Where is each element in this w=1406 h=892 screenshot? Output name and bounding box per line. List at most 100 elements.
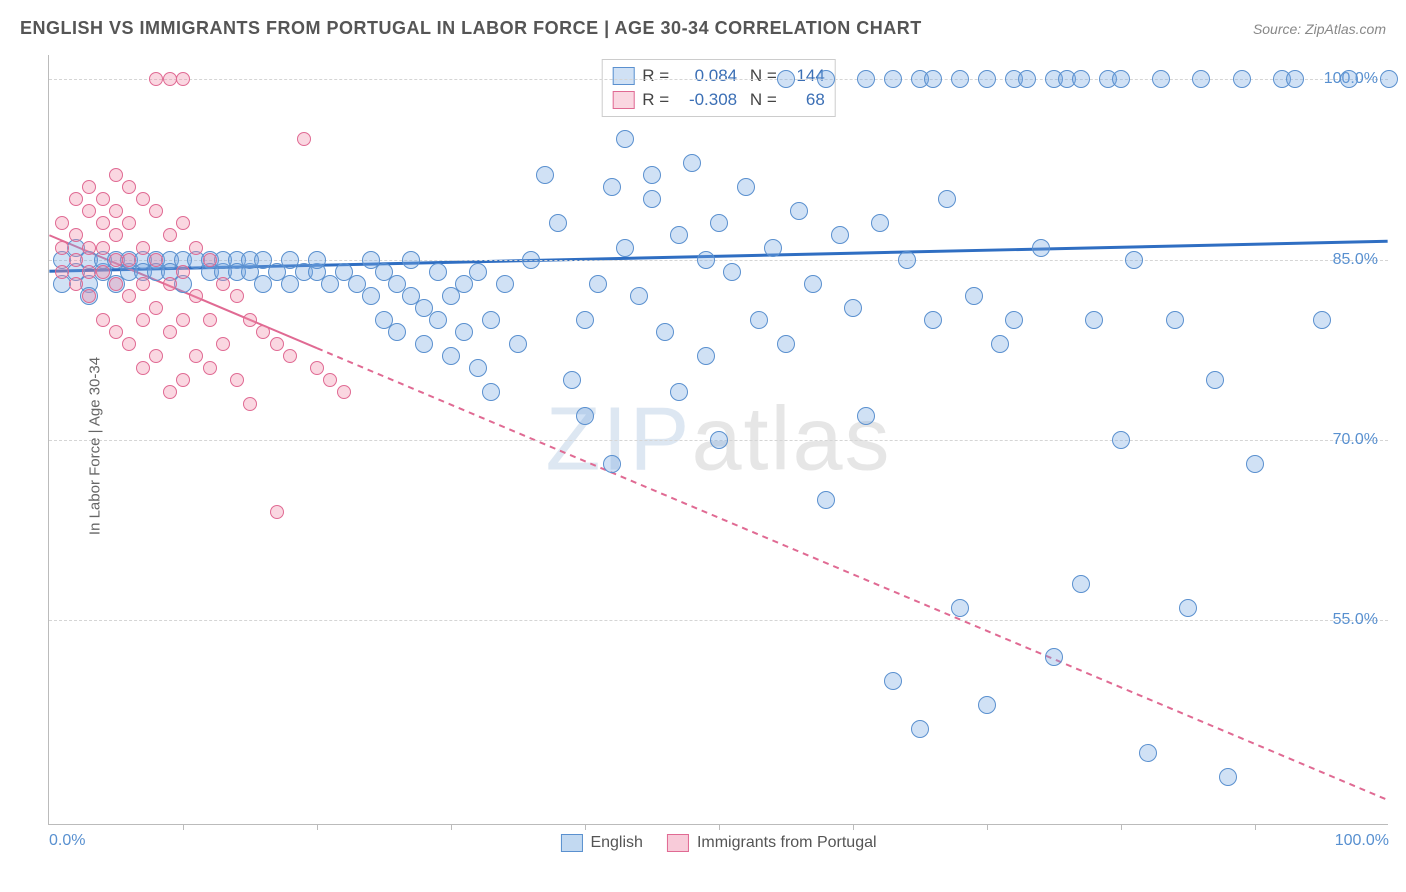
data-point (723, 263, 741, 281)
data-point (203, 361, 217, 375)
data-point (831, 226, 849, 244)
data-point (149, 72, 163, 86)
gridline (49, 79, 1388, 80)
data-point (149, 349, 163, 363)
data-point (683, 154, 701, 172)
data-point (310, 361, 324, 375)
data-point (469, 263, 487, 281)
data-point (149, 253, 163, 267)
data-point (1286, 70, 1304, 88)
data-point (697, 251, 715, 269)
data-point (308, 251, 326, 269)
data-point (777, 70, 795, 88)
series-legend: EnglishImmigrants from Portugal (560, 834, 876, 852)
data-point (576, 311, 594, 329)
data-point (951, 599, 969, 617)
data-point (230, 289, 244, 303)
data-point (924, 311, 942, 329)
data-point (697, 347, 715, 365)
data-point (857, 407, 875, 425)
data-point (576, 407, 594, 425)
x-tick (1121, 824, 1122, 830)
data-point (163, 385, 177, 399)
data-point (203, 313, 217, 327)
data-point (216, 337, 230, 351)
data-point (429, 263, 447, 281)
data-point (96, 313, 110, 327)
data-point (82, 289, 96, 303)
data-point (1112, 70, 1130, 88)
data-point (817, 70, 835, 88)
data-point (176, 216, 190, 230)
data-point (55, 216, 69, 230)
x-tick (853, 824, 854, 830)
data-point (871, 214, 889, 232)
data-point (415, 335, 433, 353)
data-point (1085, 311, 1103, 329)
y-axis-label: In Labor Force | Age 30-34 (87, 357, 104, 535)
data-point (1206, 371, 1224, 389)
legend-stat-row: R =-0.308 N =68 (612, 88, 825, 112)
data-point (857, 70, 875, 88)
data-point (323, 373, 337, 387)
data-point (216, 277, 230, 291)
data-point (884, 70, 902, 88)
data-point (603, 178, 621, 196)
x-tick (317, 824, 318, 830)
chart-title: ENGLISH VS IMMIGRANTS FROM PORTUGAL IN L… (20, 18, 922, 39)
x-tick (451, 824, 452, 830)
data-point (991, 335, 1009, 353)
data-point (536, 166, 554, 184)
data-point (898, 251, 916, 269)
data-point (616, 239, 634, 257)
data-point (1032, 239, 1050, 257)
data-point (442, 347, 460, 365)
data-point (563, 371, 581, 389)
data-point (522, 251, 540, 269)
legend-swatch (667, 834, 689, 852)
data-point (189, 349, 203, 363)
data-point (978, 70, 996, 88)
data-point (938, 190, 956, 208)
data-point (203, 253, 217, 267)
data-point (96, 241, 110, 255)
data-point (243, 397, 257, 411)
data-point (817, 491, 835, 509)
data-point (482, 311, 500, 329)
data-point (509, 335, 527, 353)
data-point (656, 323, 674, 341)
data-point (176, 313, 190, 327)
data-point (1139, 744, 1157, 762)
data-point (136, 313, 150, 327)
data-point (1246, 455, 1264, 473)
data-point (82, 265, 96, 279)
data-point (764, 239, 782, 257)
data-point (96, 216, 110, 230)
data-point (911, 720, 929, 738)
data-point (270, 505, 284, 519)
chart-header: ENGLISH VS IMMIGRANTS FROM PORTUGAL IN L… (20, 18, 1386, 39)
data-point (1018, 70, 1036, 88)
data-point (1072, 575, 1090, 593)
data-point (122, 180, 136, 194)
data-point (482, 383, 500, 401)
data-point (136, 241, 150, 255)
data-point (1152, 70, 1170, 88)
data-point (243, 313, 257, 327)
data-point (109, 325, 123, 339)
data-point (790, 202, 808, 220)
data-point (189, 289, 203, 303)
data-point (176, 265, 190, 279)
data-point (69, 277, 83, 291)
data-point (630, 287, 648, 305)
data-point (122, 289, 136, 303)
data-point (122, 216, 136, 230)
legend-item: Immigrants from Portugal (667, 834, 877, 852)
data-point (109, 168, 123, 182)
data-point (109, 204, 123, 218)
data-point (1219, 768, 1237, 786)
data-point (429, 311, 447, 329)
data-point (844, 299, 862, 317)
data-point (69, 192, 83, 206)
data-point (109, 253, 123, 267)
